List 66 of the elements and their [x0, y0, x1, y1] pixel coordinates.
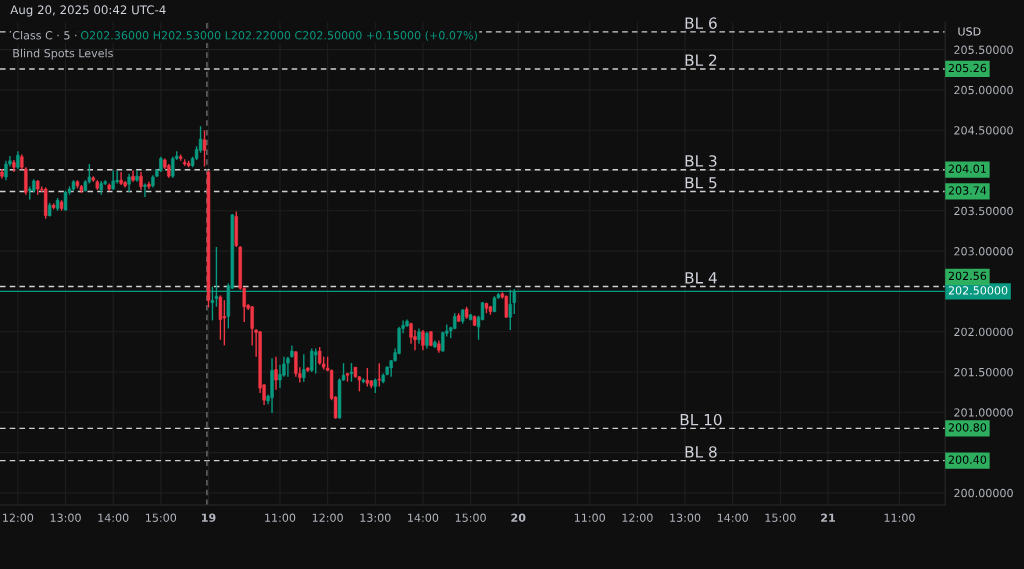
candlestick [377, 362, 381, 388]
y-tick-label: 204.50000 [954, 126, 1013, 135]
y-tick-label: 200.00000 [954, 488, 1013, 498]
ref-line-label: BL 8 [685, 446, 717, 458]
candlestick [421, 329, 425, 351]
y-tick-label: 201.50000 [954, 367, 1013, 377]
x-tick-label: 14:00 [408, 513, 439, 522]
ref-line-label: BL 4 [685, 272, 717, 284]
y-axis-title: USD [958, 27, 981, 36]
ref-line-label: BL 2 [685, 54, 717, 66]
x-tick-label: 13:00 [50, 513, 81, 522]
x-tick-label: 12:00 [622, 513, 653, 522]
candlestick [250, 305, 254, 347]
candlestick [314, 347, 318, 375]
x-tick-label: 14:00 [98, 513, 129, 522]
candlestick [349, 362, 354, 383]
x-tick-label: 13:00 [670, 513, 701, 522]
x-tick-label: 15:00 [765, 513, 796, 522]
y-tick-label: 205.50000 [954, 45, 1013, 54]
annotation: Blind Spots Levels [13, 48, 113, 60]
x-tick-label: 11:00 [884, 513, 915, 522]
text: 204.01 [948, 164, 986, 173]
candlestick [504, 294, 509, 319]
y-tick-label: 205.00000 [954, 85, 1013, 95]
text: 203.74 [948, 186, 987, 195]
y-tick-label: 201.00000 [954, 408, 1013, 417]
x-tick-label: 21 [821, 513, 835, 522]
x-tick-label: 15:00 [146, 513, 177, 522]
text: O202.36000 H202.53000 L202.22000 C202.50000 +0.15000 (+0.07%) [80, 30, 477, 41]
x-tick-label: 12:00 [3, 513, 34, 522]
ref-line-label: BL 3 [685, 155, 717, 167]
candlestick [63, 189, 68, 212]
candlestick [302, 353, 306, 383]
text: 202.56 [948, 271, 987, 281]
x-tick-label: 15:00 [455, 513, 486, 522]
candlestick [4, 160, 8, 181]
candlestick [111, 169, 115, 191]
candlestick [127, 173, 131, 193]
ref-line-label: BL 10 [680, 413, 722, 426]
x-tick-label: 19 [202, 513, 216, 522]
candlestick [286, 355, 290, 378]
text: Aug 20, 2025 00:42 UTC-4 [10, 5, 166, 17]
candlestick [222, 299, 227, 347]
x-tick-label: 13:00 [360, 513, 391, 522]
text: 200.80 [948, 423, 987, 432]
x-tick-label: 11:00 [265, 513, 296, 522]
ref-line-label: 202.50000 [948, 286, 1008, 295]
text: 205.26 [948, 63, 987, 73]
y-tick-label: 203.00000 [954, 247, 1013, 256]
y-tick-label: 203.50000 [954, 206, 1013, 216]
text: 200.40 [948, 455, 987, 464]
candlestick [218, 294, 223, 341]
ref-line-label: BL 5 [685, 177, 717, 189]
x-tick-label: 12:00 [312, 513, 343, 522]
candlestick [274, 355, 278, 391]
text: Class C · 5 · [12, 30, 77, 40]
y-tick-label: 202.00000 [954, 327, 1013, 337]
x-tick-label: 14:00 [717, 513, 748, 522]
candlestick [119, 171, 123, 186]
candlestick [143, 182, 147, 198]
candlestick [294, 350, 298, 378]
candlestick [310, 347, 314, 373]
candlestick [202, 129, 207, 168]
ref-line-label: BL 6 [685, 17, 717, 29]
x-tick-label: 20 [511, 513, 526, 522]
x-tick-label: 11:00 [574, 513, 605, 522]
